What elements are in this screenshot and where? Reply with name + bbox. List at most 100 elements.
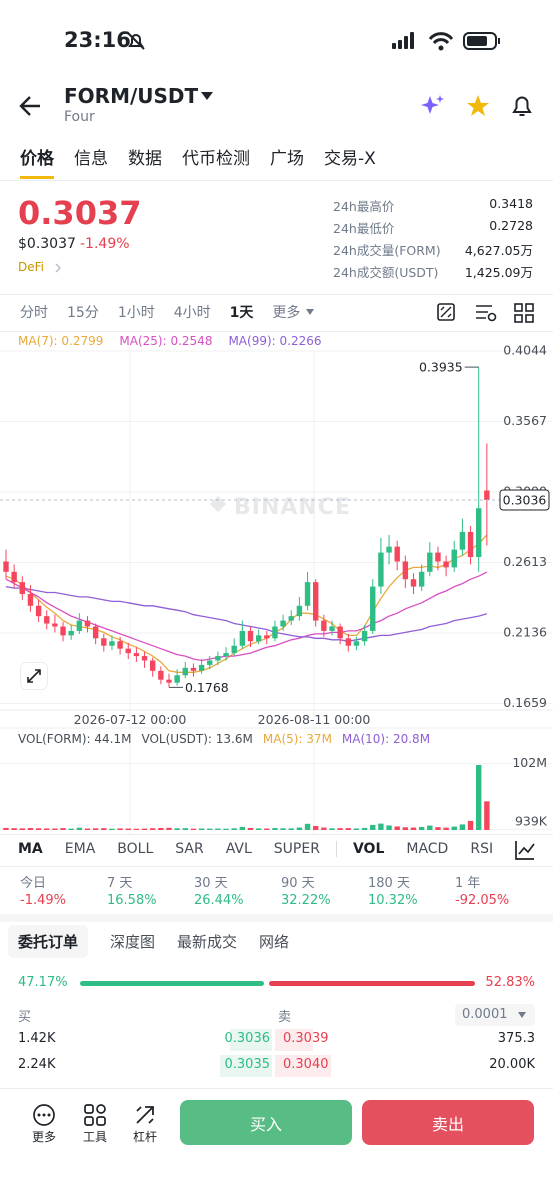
- interval[interactable]: 分时: [20, 305, 48, 321]
- sell-button[interactable]: 卖出: [362, 1100, 534, 1145]
- y-tick-label: 102M: [512, 755, 547, 770]
- volume-bar: [158, 827, 164, 830]
- volume-bar: [3, 827, 9, 830]
- tab[interactable]: 交易-X: [324, 149, 376, 169]
- stat-row: 24h最低价 0.2728: [333, 218, 533, 240]
- candle-body: [272, 626, 278, 639]
- more-arrow: [306, 309, 315, 315]
- indicator-settings[interactable]: [513, 839, 537, 861]
- candle-body: [476, 508, 482, 558]
- indicator-tab[interactable]: RSI: [470, 841, 494, 857]
- indicator-tab[interactable]: EMA: [64, 841, 96, 857]
- section-gap: [0, 914, 553, 922]
- stats-panel: 24h最高价 0.3418 24h最低价 0.2728 24h成交量(FORM) 4,62…: [333, 196, 533, 284]
- precision-select[interactable]: [455, 1004, 535, 1026]
- indicator-tab[interactable]: MA: [18, 841, 43, 857]
- volume-bar: [280, 828, 286, 830]
- ask-price: 0.3039: [283, 1031, 329, 1046]
- ma-legend-item: MA(25): 0.2548: [119, 334, 213, 348]
- more-icon[interactable]: [32, 1103, 56, 1127]
- indicator-tab[interactable]: BOLL: [117, 841, 154, 857]
- margin-icon[interactable]: [133, 1103, 157, 1127]
- tab[interactable]: 信息: [74, 149, 108, 169]
- orderbook-tab[interactable]: 深度图: [110, 933, 156, 951]
- tab[interactable]: 广场: [270, 149, 304, 169]
- arrow-shape: [306, 309, 315, 315]
- volume-bar: [11, 828, 17, 830]
- indicator-tab[interactable]: MACD: [406, 841, 449, 857]
- candle-body: [215, 656, 221, 661]
- candle-body: [435, 552, 441, 562]
- fullscreen-button[interactable]: [20, 662, 48, 690]
- candle-body: [3, 561, 9, 572]
- candle-body: [418, 571, 425, 587]
- volume-bar: [239, 826, 246, 830]
- pair-title[interactable]: FORM/USDT: [64, 84, 199, 108]
- candle-body: [27, 593, 34, 606]
- volume-bar: [44, 828, 50, 830]
- candle-body: [345, 638, 351, 646]
- performance-table: 今日 7 天 30 天 90 天 180 天 1 年 -1.49% 16.58% 26.44% 3…: [20, 872, 542, 908]
- last-price: 0.3037: [18, 194, 142, 232]
- status-time: 23:16: [64, 28, 131, 52]
- volume-legend: VOL(FORM): 44.1M VOL(USDT): 13.6M MA(5): 3…: [18, 732, 430, 746]
- buy-ratio-bar: [80, 981, 264, 986]
- volume-bar: [35, 828, 42, 830]
- indicator-tab[interactable]: AVL: [225, 841, 252, 857]
- period-label: 1 年: [455, 876, 481, 891]
- interval[interactable]: 更多: [272, 305, 301, 321]
- tab[interactable]: 价格: [20, 149, 54, 169]
- indicator-bar: MA EMA BOLL SAR AVL SUPER VOL MACD RSI: [18, 841, 493, 857]
- tab[interactable]: 代币检测: [182, 149, 250, 169]
- pair-dropdown[interactable]: [200, 90, 214, 102]
- indicator-tab[interactable]: SUPER: [273, 841, 320, 857]
- watermark-logo: [210, 496, 226, 512]
- candle-body: [76, 620, 83, 631]
- volume-bar: [378, 823, 384, 830]
- alert-button[interactable]: [509, 93, 535, 119]
- chart-tools[interactable]: [436, 302, 546, 324]
- candle-body: [378, 552, 384, 587]
- last-price-label: 0.3036: [503, 492, 547, 507]
- precision-value: 0.0001: [462, 1007, 508, 1022]
- candle-body: [451, 549, 457, 568]
- candle-body: [11, 571, 17, 583]
- ask-quantity: 375.3: [497, 1031, 535, 1046]
- back-button[interactable]: [18, 94, 44, 118]
- candle-body: [484, 490, 490, 500]
- indicator-tab[interactable]: SAR: [175, 841, 204, 857]
- price-change: -1.49%: [80, 236, 130, 252]
- interval[interactable]: 4小时: [173, 305, 211, 321]
- ma-legend-item: MA(99): 0.2266: [228, 334, 322, 348]
- tab[interactable]: 数据: [128, 149, 162, 169]
- favorite-button[interactable]: [465, 93, 491, 119]
- candle-body: [133, 653, 140, 657]
- tools-icon[interactable]: [83, 1103, 107, 1127]
- bid-quantity: 1.42K: [18, 1031, 56, 1046]
- sector-tag[interactable]: DeFi: [18, 260, 44, 274]
- volume-bar: [410, 827, 417, 830]
- stat-row: 24h成交额(USDT) 1,425.09万: [333, 262, 533, 284]
- ma-line: [5, 585, 488, 642]
- period-label: 今日: [20, 876, 47, 891]
- interval[interactable]: 1天: [229, 305, 254, 321]
- ai-button[interactable]: [420, 94, 448, 120]
- volume-bar: [92, 828, 99, 830]
- orderbook-tab[interactable]: 网络: [259, 933, 290, 951]
- orderbook-tab[interactable]: 委托订单: [8, 925, 89, 958]
- period-label: 90 天: [281, 876, 315, 891]
- y-tick-label: 0.4044: [503, 343, 547, 358]
- interval[interactable]: 1小时: [117, 305, 155, 321]
- candle-body: [353, 641, 360, 646]
- interval[interactable]: 15分: [67, 305, 99, 321]
- buy-button[interactable]: 买入: [180, 1100, 352, 1145]
- volume-bar: [198, 828, 205, 830]
- candle-body: [117, 641, 123, 649]
- volume-bar: [484, 801, 490, 830]
- x-tick-label: 2026-07-12 00:00: [73, 712, 187, 727]
- candle-body: [427, 552, 433, 572]
- candle-body: [443, 561, 449, 568]
- indicator-tab[interactable]: VOL: [352, 841, 385, 857]
- orderbook-tab[interactable]: 最新成交: [177, 933, 238, 951]
- candle-body: [321, 620, 327, 631]
